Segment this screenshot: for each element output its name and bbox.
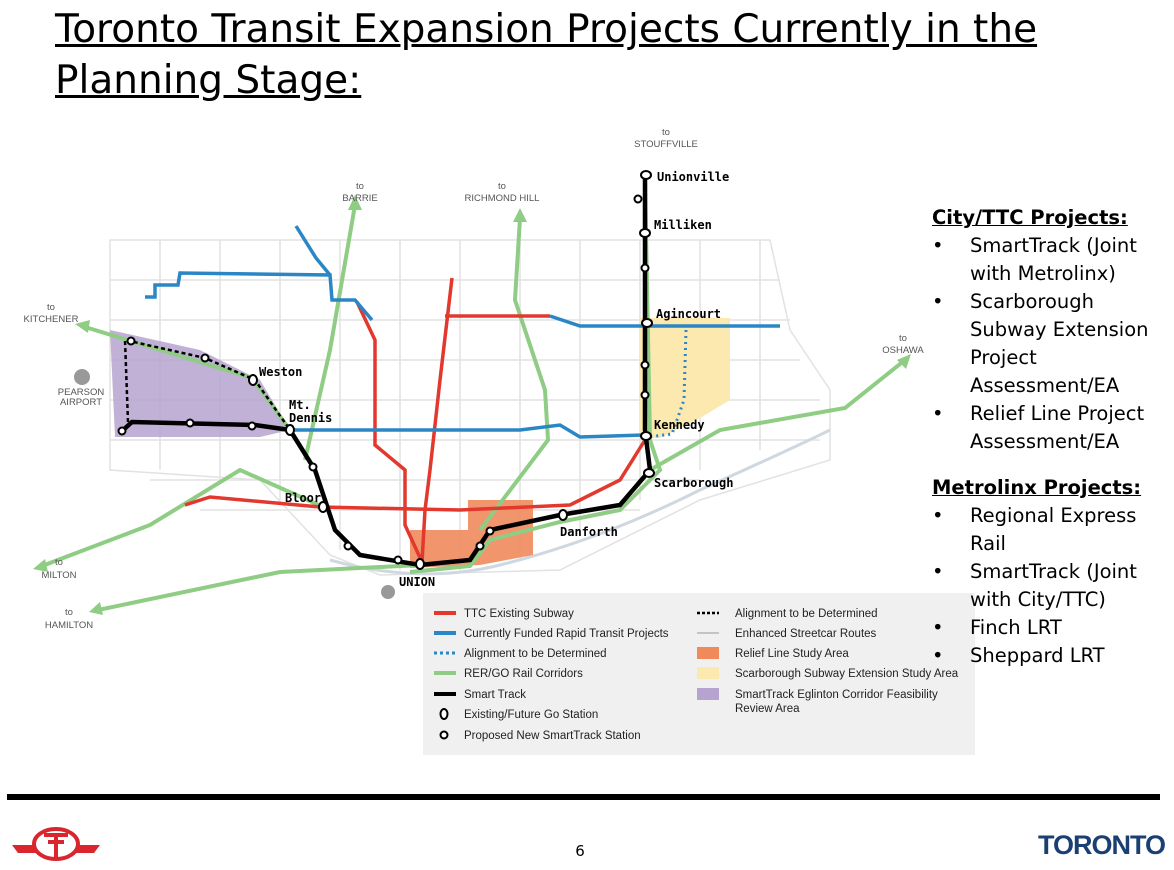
destination: RICHMOND HILL [465, 193, 540, 204]
station-label: Kennedy [654, 418, 705, 432]
legend-swatches [434, 611, 719, 740]
legend-label: TTC Existing Subway [464, 608, 574, 620]
legend-label: Proposed New SmartTrack Station [464, 730, 641, 742]
station-label: Agincourt [656, 307, 721, 321]
section-heading: Metrolinx Projects: [932, 476, 1142, 499]
airport-label: AIRPORT [60, 397, 102, 408]
toronto-logo: TORONTO [1038, 830, 1166, 861]
slide-title: Toronto Transit Expansion Projects Curre… [55, 7, 1038, 103]
stations [117, 170, 655, 570]
project-item: SmartTrack (Joint with City/TTC) [932, 558, 1172, 614]
legend-label: SmartTrack Eglinton Corridor Feasibility [735, 689, 938, 701]
station-label: Danforth [560, 525, 618, 539]
destination-to: to [356, 181, 364, 192]
destination-to: to [55, 557, 63, 568]
station-label: Bloor [285, 491, 321, 505]
project-item: Sheppard LRT [932, 642, 1172, 670]
shoreline [329, 428, 831, 576]
transit-map: to STOUFFVILLE to BARRIE to RICHMOND HIL… [24, 127, 975, 755]
station-label: Unionville [657, 170, 729, 184]
station-label: Dennis [289, 411, 332, 425]
eglinton-study-area [110, 330, 290, 437]
legend-label: Alignment to be Determined [464, 648, 607, 660]
project-section: City/TTC Projects: SmartTrack (Joint with… [932, 204, 1172, 456]
station-label: Milliken [654, 218, 712, 232]
legend-label: Scarborough Subway Extension Study Area [735, 668, 959, 680]
project-item: Finch LRT [932, 614, 1172, 642]
project-item: Scarborough Subway Extension Project Ass… [932, 288, 1172, 400]
legend-label: Enhanced Streetcar Routes [735, 628, 877, 640]
destination-to: to [662, 127, 670, 138]
airport-icon [74, 369, 90, 385]
logo-text: TORONTO [1038, 830, 1166, 860]
ttc-logo [12, 827, 100, 861]
funded-rapid-transit [145, 225, 780, 439]
station-label: Mt. [289, 398, 311, 412]
destination: HAMILTON [45, 620, 93, 631]
project-item: SmartTrack (Joint with Metrolinx) [932, 232, 1172, 288]
destination: STOUFFVILLE [634, 139, 698, 150]
project-item: Relief Line Project Assessment/EA [932, 400, 1172, 456]
airport-label: PEARSON [58, 387, 105, 398]
destination-to: to [65, 607, 73, 618]
project-item: Regional Express Rail [932, 502, 1172, 558]
station-label: Weston [259, 365, 302, 379]
section-heading: City/TTC Projects: [932, 206, 1128, 229]
destination: OSHAWA [882, 345, 924, 356]
destination: MILTON [41, 570, 76, 581]
page-number: 6 [575, 842, 585, 860]
legend-label: Review Area [735, 703, 800, 715]
legend-label: Smart Track [464, 689, 526, 701]
legend-label: RER/GO Rail Corridors [464, 668, 583, 680]
arrowheads [33, 195, 911, 615]
ttc-subway [184, 277, 647, 563]
destination-to: to [498, 181, 506, 192]
footer-rule [7, 794, 1160, 800]
legend-label: Alignment to be Determined [735, 608, 878, 620]
station-label: Scarborough [654, 476, 733, 490]
destination: BARRIE [342, 193, 377, 204]
airport-icon [381, 585, 395, 599]
legend-label: Relief Line Study Area [735, 648, 849, 660]
destination: KITCHENER [24, 314, 79, 325]
legend-label: Currently Funded Rapid Transit Projects [464, 628, 669, 640]
destination-to: to [47, 302, 55, 313]
legend-label: Existing/Future Go Station [464, 709, 598, 721]
destination-to: to [899, 333, 907, 344]
project-section: Metrolinx Projects: Regional Express Rail… [932, 474, 1172, 670]
project-list: City/TTC Projects: SmartTrack (Joint with… [932, 204, 1172, 688]
relief-study-area [410, 500, 533, 568]
station-label: UNION [399, 575, 435, 589]
